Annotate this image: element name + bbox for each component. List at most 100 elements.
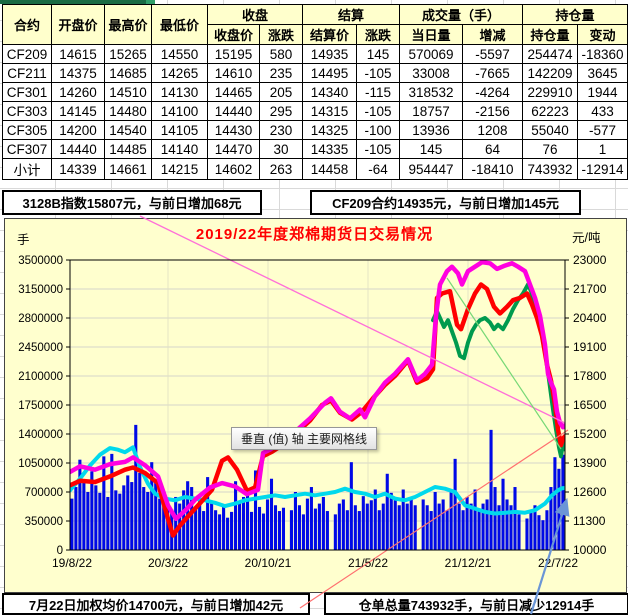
table-cell[interactable]: 小计 <box>2 158 52 180</box>
table-cell[interactable]: CF303 <box>2 101 52 121</box>
table-cell[interactable]: -64 <box>356 158 400 180</box>
status-box-cf209[interactable]: CF209合约14935元，与前日增加145元 <box>310 190 581 215</box>
table-cell[interactable]: 263 <box>259 158 303 180</box>
table-cell[interactable]: 14315 <box>302 101 357 121</box>
table-cell[interactable]: 33008 <box>399 63 463 83</box>
table-cell[interactable]: 15195 <box>207 44 260 64</box>
table-cell[interactable]: 1 <box>577 139 628 159</box>
table-cell[interactable]: 14375 <box>51 63 105 83</box>
futures-chart[interactable] <box>4 218 627 593</box>
table-cell[interactable]: 76 <box>522 139 578 159</box>
table-cell[interactable]: 62223 <box>522 101 578 121</box>
table-cell[interactable]: 14335 <box>302 139 357 159</box>
table-cell[interactable]: -115 <box>356 82 400 102</box>
column-subheader[interactable]: 增减 <box>462 24 523 45</box>
table-cell[interactable]: 15265 <box>104 44 152 64</box>
table-cell[interactable]: 14260 <box>51 82 105 102</box>
column-header[interactable]: 开盘价 <box>51 4 105 45</box>
table-cell[interactable]: 142209 <box>522 63 578 83</box>
group-header[interactable]: 收盘 <box>207 4 303 25</box>
table-cell[interactable]: 145 <box>356 44 400 64</box>
table-cell[interactable]: -18410 <box>462 158 523 180</box>
table-cell[interactable]: 14540 <box>104 120 152 140</box>
table-cell[interactable]: 14325 <box>302 120 357 140</box>
table-cell[interactable]: 55040 <box>522 120 578 140</box>
table-cell[interactable]: CF301 <box>2 82 52 102</box>
table-cell[interactable]: 14140 <box>151 139 208 159</box>
column-subheader[interactable]: 变动 <box>577 24 628 45</box>
group-header[interactable]: 成交量（手） <box>399 4 523 25</box>
table-cell[interactable]: 205 <box>259 82 303 102</box>
table-cell[interactable]: 14550 <box>151 44 208 64</box>
group-header[interactable]: 结算 <box>302 4 400 25</box>
table-cell[interactable]: 14510 <box>104 82 152 102</box>
table-cell[interactable]: 14610 <box>207 63 260 83</box>
table-cell[interactable]: 229910 <box>522 82 578 102</box>
table-cell[interactable]: CF305 <box>2 120 52 140</box>
table-cell[interactable]: 318532 <box>399 82 463 102</box>
table-cell[interactable]: 433 <box>577 101 628 121</box>
status-box-warehouse-receipts[interactable]: 仓单总量743932手，与前日减少12914手 <box>324 593 628 615</box>
table-cell[interactable]: 145 <box>399 139 463 159</box>
table-cell[interactable]: 954447 <box>399 158 463 180</box>
table-cell[interactable]: 14935 <box>302 44 357 64</box>
table-cell[interactable]: 14602 <box>207 158 260 180</box>
column-subheader[interactable]: 涨跌 <box>356 24 400 45</box>
table-cell[interactable]: -4264 <box>462 82 523 102</box>
table-cell[interactable]: 1208 <box>462 120 523 140</box>
column-subheader[interactable]: 持仓量 <box>522 24 578 45</box>
table-cell[interactable]: -7665 <box>462 63 523 83</box>
status-box-index[interactable]: 3128B指数15807元，与前日增加68元 <box>2 190 262 215</box>
table-cell[interactable]: 14215 <box>151 158 208 180</box>
column-subheader[interactable]: 结算价 <box>302 24 357 45</box>
table-cell[interactable]: -18360 <box>577 44 628 64</box>
table-cell[interactable]: 14685 <box>104 63 152 83</box>
table-cell[interactable]: 13936 <box>399 120 463 140</box>
table-cell[interactable]: 14105 <box>151 120 208 140</box>
table-cell[interactable]: CF211 <box>2 63 52 83</box>
table-cell[interactable]: 14130 <box>151 82 208 102</box>
table-cell[interactable]: -105 <box>356 63 400 83</box>
table-cell[interactable]: CF307 <box>2 139 52 159</box>
table-cell[interactable]: 64 <box>462 139 523 159</box>
table-cell[interactable]: 14495 <box>302 63 357 83</box>
table-cell[interactable]: 743932 <box>522 158 578 180</box>
column-header[interactable]: 最低价 <box>151 4 208 45</box>
table-cell[interactable]: 254474 <box>522 44 578 64</box>
table-cell[interactable]: -100 <box>356 120 400 140</box>
table-cell[interactable]: 14480 <box>104 101 152 121</box>
table-cell[interactable]: 14200 <box>51 120 105 140</box>
table-cell[interactable]: -577 <box>577 120 628 140</box>
table-cell[interactable]: 14100 <box>151 101 208 121</box>
table-cell[interactable]: 14265 <box>151 63 208 83</box>
table-cell[interactable]: 14661 <box>104 158 152 180</box>
table-cell[interactable]: 14470 <box>207 139 260 159</box>
column-subheader[interactable]: 收盘价 <box>207 24 260 45</box>
column-header[interactable]: 合约 <box>2 4 52 45</box>
table-cell[interactable]: 230 <box>259 120 303 140</box>
table-cell[interactable]: 14440 <box>51 139 105 159</box>
table-cell[interactable]: 18757 <box>399 101 463 121</box>
status-box-weighted-avg[interactable]: 7月22日加权均价14700元，与前日增加42元 <box>2 593 310 615</box>
column-subheader[interactable]: 涨跌 <box>259 24 303 45</box>
table-cell[interactable]: 14615 <box>51 44 105 64</box>
table-cell[interactable]: 3645 <box>577 63 628 83</box>
table-cell[interactable]: -2156 <box>462 101 523 121</box>
table-cell[interactable]: -5597 <box>462 44 523 64</box>
table-cell[interactable]: 295 <box>259 101 303 121</box>
table-cell[interactable]: 14340 <box>302 82 357 102</box>
table-cell[interactable]: 14339 <box>51 158 105 180</box>
table-cell[interactable]: -105 <box>356 101 400 121</box>
table-cell[interactable]: 1944 <box>577 82 628 102</box>
table-cell[interactable]: 30 <box>259 139 303 159</box>
table-cell[interactable]: -12914 <box>577 158 628 180</box>
table-cell[interactable]: 14465 <box>207 82 260 102</box>
table-cell[interactable]: 14145 <box>51 101 105 121</box>
column-subheader[interactable]: 当日量 <box>399 24 463 45</box>
table-cell[interactable]: 14440 <box>207 101 260 121</box>
table-cell[interactable]: -105 <box>356 139 400 159</box>
table-cell[interactable]: 14458 <box>302 158 357 180</box>
table-cell[interactable]: 14430 <box>207 120 260 140</box>
table-cell[interactable]: 580 <box>259 44 303 64</box>
column-header[interactable]: 最高价 <box>104 4 152 45</box>
